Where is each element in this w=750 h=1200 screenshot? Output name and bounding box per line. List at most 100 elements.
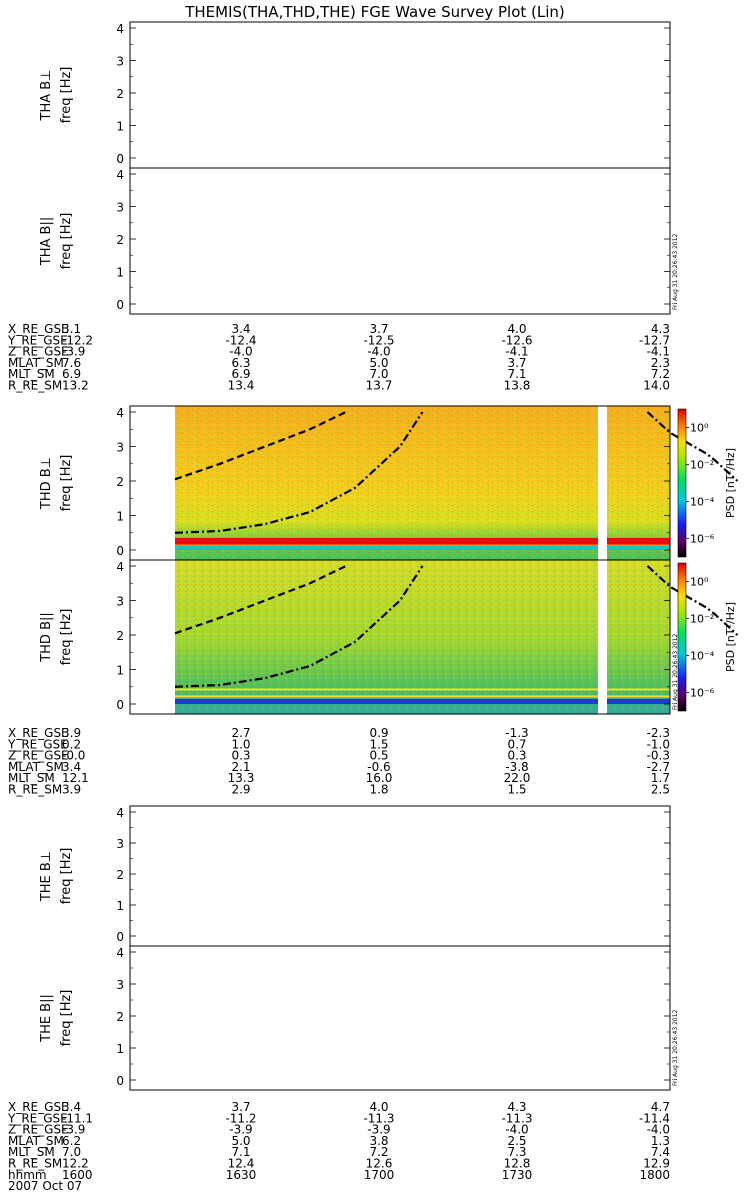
orbit-value: -12.4 [225,333,256,347]
panel-label: THD B⊥ [39,457,54,510]
spectral-band-0 [175,698,670,704]
orbit-row-label: MLT_SM [8,771,55,785]
band-line [175,688,670,691]
orbit-row-label: MLAT_SM [8,1134,64,1148]
gyrofrequency-curve-2 [646,565,739,636]
orbit-row-label: Y_RE_GSE [7,1111,68,1125]
timestamp-stamp: Fri Aug 31 20:26:43 2012 [672,233,679,310]
orbit-value: 6.9 [62,367,81,381]
orbit-row-label: X_RE_GSE [8,726,69,740]
orbit-row-label: R_RE_SM [8,1157,62,1171]
y-axis-label: freq [Hz] [59,455,74,512]
panel-label: THA B|| [39,217,54,266]
panel-frame [129,21,671,169]
plot-title: THEMIS(THA,THD,THE) FGE Wave Survey Plot… [184,3,565,21]
orbit-row-label: MLAT_SM [8,760,64,774]
orbit-value: 4.7 [651,1100,670,1114]
orbit-value: 1730 [502,1168,533,1182]
orbit-value: 1630 [226,1168,257,1182]
panel-frame [129,945,671,1091]
spectrogram-texture [175,560,670,714]
orbit-value: -2.3 [647,726,670,740]
orbit-value: 6.9 [231,367,250,381]
orbit-value: 13.4 [228,379,255,393]
spectral-band-0 [175,537,670,545]
orbit-value: 3.7 [231,1100,250,1114]
orbit-value: 1700 [364,1168,395,1182]
orbit-value: -3.8 [505,760,528,774]
y-axis-label: freq [Hz] [59,609,74,666]
y-tick-label: 1 [116,1042,124,1056]
orbit-value: 3.4 [62,760,81,774]
orbit-value: 3.8 [369,1134,388,1148]
orbit-value: 7.0 [369,367,388,381]
orbit-value: -2.7 [647,760,670,774]
orbit-value: 16.0 [366,771,393,785]
panel-theb⊥: 0 1 2 3 4 THE B⊥ freq [Hz] [39,805,671,947]
panel-frame [129,805,671,947]
orbit-value: 13.2 [62,379,89,393]
panel-theb||: 0 1 2 3 4 THE B|| freq [Hz] Fri Aug 31 20:26:43… [39,945,679,1091]
orbit-value: -1.0 [647,737,670,751]
orbit-row-label: Z_RE_GSE [8,749,69,763]
y-axis-label: freq [Hz] [59,213,74,270]
orbit-value: 0.7 [507,737,526,751]
y-tick-label: 0 [116,298,124,312]
orbit-value: 4.3 [507,1100,526,1114]
orbit-value: 2.5 [507,1134,526,1148]
colorbar-tick-label: 10⁻⁴ [690,649,715,662]
orbit-value: -12.2 [62,333,93,347]
y-axis-label: freq [Hz] [59,848,74,905]
y-tick-label: 2 [116,475,124,489]
colorbar-tick-label: 10⁻² [690,613,714,626]
orbit-value: -4.1 [647,345,670,359]
orbit-value: -3.9 [62,1123,85,1137]
orbit-value: -3.9 [229,1123,252,1137]
orbit-value: -4.0 [505,1123,528,1137]
orbit-value: 13.3 [228,771,255,785]
orbit-value: -12.7 [639,333,670,347]
orbit-value: 3.7 [369,322,388,336]
orbit-value: -12.6 [501,333,532,347]
orbit-value: 14.0 [643,379,670,393]
orbit-row-label: Y_RE_GSE [7,333,68,347]
orbit-value: 12.9 [643,1157,670,1171]
orbit-row-label: hhmm [8,1168,47,1182]
orbit-value: -3.9 [367,1123,390,1137]
y-axis-label: freq [Hz] [59,67,74,124]
orbit-row-label: MLAT_SM [8,356,64,370]
data-gap [598,560,607,714]
gyrofrequency-curve-0 [174,411,347,481]
orbit-value: 0.5 [369,749,388,763]
timestamp-stamp: Fri Aug 31 20:26:43 2012 [672,633,679,710]
orbit-value: -11.1 [62,1111,93,1125]
y-tick-label: 3 [116,441,124,455]
orbit-value: 5.0 [231,1134,250,1148]
orbit-value: 2.9 [231,783,250,797]
orbit-value: 1.5 [369,737,388,751]
y-tick-label: 2 [116,233,124,247]
orbit-value: 3.7 [507,356,526,370]
orbit-value: 1600 [62,1168,93,1182]
orbit-value: -0.0 [62,749,85,763]
orbit-value: 3.4 [231,322,250,336]
orbit-value: 5.0 [369,356,388,370]
panel-label: THA B⊥ [39,70,54,122]
orbit-value: 4.0 [369,1100,388,1114]
y-tick-label: 0 [116,1074,124,1088]
orbit-row-label: R_RE_SM [8,379,62,393]
band-edge [175,544,670,546]
date-label: 2007 Oct 07 [8,1179,82,1193]
y-tick-label: 2 [116,1010,124,1024]
colorbar-tick-label: 10⁻⁶ [690,532,715,545]
panel-thdb||: PSD [nT²/Hz] 10⁰ 10⁻² 10⁻⁴ 10⁻⁶ 0 1 2 3 4 THD B|| f… [39,559,739,715]
colorbar-tick-label: 10⁻² [690,459,714,472]
orbit-value: -3.9 [62,345,85,359]
spectrogram-texture [175,406,670,560]
orbit-value: 6.2 [62,1134,81,1148]
orbit-value: -1.3 [505,726,528,740]
y-tick-label: 0 [116,698,124,712]
orbit-value: 12.1 [62,771,89,785]
